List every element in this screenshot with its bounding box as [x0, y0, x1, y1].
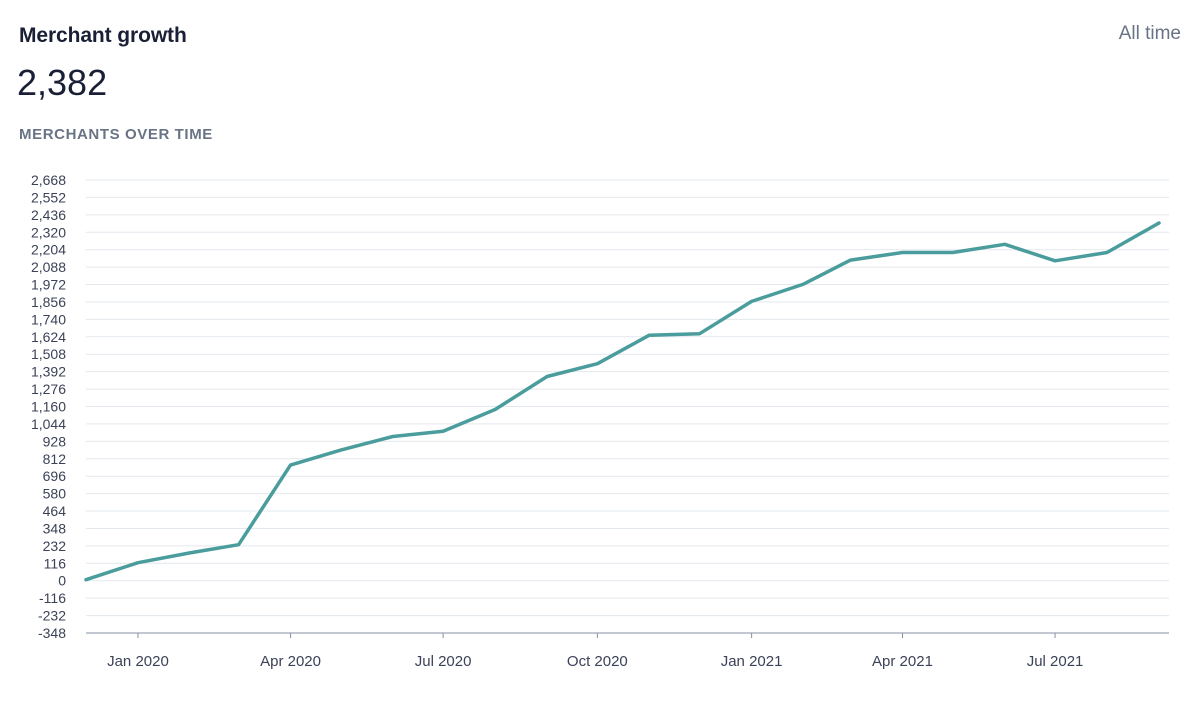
- y-tick-label: 348: [43, 520, 67, 536]
- y-tick-label: 0: [58, 573, 66, 589]
- y-tick-label: -116: [39, 590, 66, 606]
- y-tick-label: 1,392: [31, 364, 66, 380]
- y-tick-label: 232: [43, 538, 67, 554]
- y-tick-label: 2,436: [31, 207, 66, 223]
- y-tick-label: 1,044: [31, 416, 66, 432]
- x-tick-label: Jul 2020: [415, 653, 472, 670]
- y-tick-label: 2,552: [31, 189, 66, 205]
- y-tick-label: 2,204: [31, 242, 66, 258]
- y-tick-label: 1,972: [31, 277, 66, 293]
- x-tick-label: Apr 2020: [260, 653, 321, 670]
- y-tick-label: 2,320: [31, 224, 66, 240]
- x-tick-label: Jul 2021: [1027, 653, 1084, 670]
- y-tick-label: -348: [38, 625, 66, 641]
- y-tick-label: 1,856: [31, 294, 66, 310]
- chart-section-label: MERCHANTS OVER TIME: [19, 126, 213, 143]
- y-tick-label: 1,740: [31, 311, 66, 327]
- y-tick-label: 1,508: [31, 346, 66, 362]
- y-tick-label: 580: [43, 486, 67, 502]
- y-tick-label: 696: [43, 468, 67, 484]
- x-tick-label: Apr 2021: [872, 653, 933, 670]
- y-tick-label: 928: [43, 433, 67, 449]
- x-tick-label: Oct 2020: [567, 653, 628, 670]
- y-tick-label: -232: [38, 608, 66, 624]
- x-tick-label: Jan 2020: [107, 653, 169, 670]
- y-tick-label: 116: [44, 555, 67, 571]
- y-tick-label: 812: [43, 451, 67, 467]
- total-merchants-value: 2,382: [17, 62, 108, 103]
- y-tick-label: 1,160: [31, 399, 66, 415]
- series-line: [84, 221, 1161, 582]
- x-tick-label: Jan 2021: [721, 653, 783, 670]
- y-tick-label: 1,276: [31, 381, 66, 397]
- time-range-selector[interactable]: All time: [1118, 23, 1181, 44]
- y-tick-label: 464: [43, 503, 67, 519]
- card-title: Merchant growth: [19, 24, 187, 47]
- x-axis: Jan 2020 Apr 2020 Jul 2020 Oct 2020 Jan 2021…: [86, 632, 1169, 670]
- gridlines: [86, 179, 1169, 617]
- y-tick-label: 2,668: [31, 172, 66, 188]
- series-layer: [84, 221, 1161, 582]
- y-tick-label: 1,624: [31, 329, 66, 345]
- y-tick-label: 2,088: [31, 259, 66, 275]
